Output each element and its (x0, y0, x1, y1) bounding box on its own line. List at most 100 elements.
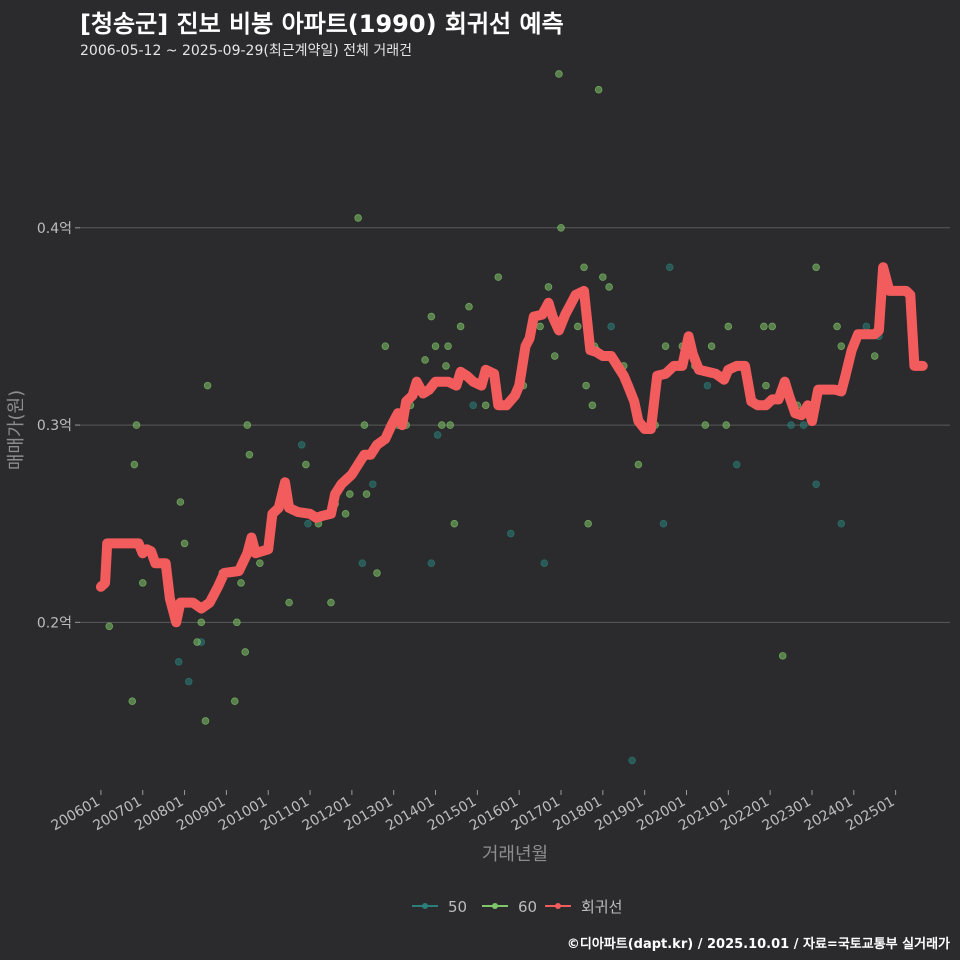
point-50-20 (799, 421, 808, 429)
grid-lines (80, 227, 950, 623)
point-60-34 (421, 356, 429, 364)
point-60-17 (245, 450, 254, 459)
point-60-37 (438, 421, 446, 429)
x-tick-label-19: 202501 (843, 794, 897, 835)
point-50-1 (184, 677, 193, 686)
point-50-22 (837, 519, 846, 528)
point-60-40 (446, 421, 454, 429)
point-50-16 (665, 263, 674, 272)
point-60-56 (580, 263, 588, 272)
point-60-43 (465, 302, 473, 311)
legend-marker-1 (492, 903, 498, 909)
point-60-50 (544, 283, 553, 291)
y-tick-label-0: 0.2억 (37, 615, 72, 631)
point-60-72 (707, 342, 716, 350)
point-60-78 (778, 652, 787, 660)
point-60-29 (373, 569, 381, 577)
point-60-77 (768, 322, 777, 331)
point-60-13 (233, 618, 241, 627)
point-50-23 (862, 322, 871, 331)
point-50-12 (540, 559, 549, 567)
point-60-64 (605, 283, 613, 291)
point-60-42 (456, 322, 465, 331)
legend-label-2: 회귀선 (581, 898, 622, 916)
point-60-62 (594, 85, 603, 94)
point-50-6 (368, 480, 377, 489)
point-60-19 (285, 598, 293, 607)
point-60-51 (550, 352, 559, 360)
point-50-8 (433, 431, 442, 439)
point-60-71 (701, 421, 710, 429)
y-axis: 0.2억 0.3억 0.4억 (37, 221, 80, 631)
point-60-15 (241, 648, 250, 656)
point-60-36 (431, 342, 440, 350)
x-axis-title: 거래년월 (482, 844, 548, 865)
point-50-13 (607, 322, 616, 331)
y-axis-title: 매매가(원) (6, 390, 27, 470)
point-60-73 (722, 421, 731, 429)
point-60-53 (557, 224, 565, 232)
point-60-63 (599, 273, 607, 281)
point-60-1 (128, 697, 137, 706)
point-60-18 (256, 559, 264, 567)
point-60-6 (180, 539, 189, 548)
point-60-26 (354, 214, 362, 222)
point-60-82 (837, 342, 846, 350)
point-60-7 (193, 638, 201, 646)
point-60-39 (444, 342, 452, 350)
point-60-3 (132, 421, 141, 429)
point-60-59 (588, 401, 597, 410)
point-60-20 (302, 460, 310, 469)
point-60-58 (584, 519, 592, 528)
point-50-21 (812, 480, 820, 489)
point-60-25 (345, 490, 354, 498)
legend: 50 60 회귀선 (412, 898, 622, 916)
legend-label-1: 60 (518, 898, 537, 916)
point-60-76 (762, 381, 770, 390)
source-caption: ©디아파트(dapt.kr) / 2025.10.01 / 자료=국토교통부 실… (566, 937, 950, 952)
point-60-68 (661, 342, 670, 350)
point-50-17 (703, 381, 712, 390)
point-60-49 (536, 322, 544, 331)
y-tick-label-1: 0.3억 (37, 418, 72, 434)
point-60-4 (138, 579, 147, 587)
point-50-4 (304, 519, 312, 528)
point-60-12 (230, 697, 239, 706)
point-60-83 (870, 352, 879, 360)
point-60-35 (427, 312, 436, 321)
y-tick-label-2: 0.4억 (37, 221, 72, 237)
legend-label-0: 50 (448, 898, 467, 916)
point-50-5 (358, 559, 367, 567)
point-60-10 (203, 381, 212, 390)
series-60-points (105, 70, 879, 725)
point-60-2 (130, 460, 139, 469)
regression-line-layer (95, 262, 928, 628)
point-60-81 (833, 322, 841, 331)
point-60-0 (105, 622, 114, 631)
point-60-8 (197, 618, 206, 627)
point-60-66 (634, 460, 643, 469)
point-50-15 (659, 519, 668, 528)
point-60-46 (494, 273, 503, 281)
point-60-5 (176, 498, 185, 506)
point-60-24 (341, 510, 350, 518)
point-60-74 (724, 322, 733, 331)
chart-title: [청송군] 진보 비봉 아파트(1990) 회귀선 예측 (80, 10, 564, 38)
point-50-7 (427, 559, 436, 567)
point-60-80 (812, 263, 820, 272)
point-60-30 (381, 342, 390, 350)
point-60-45 (481, 401, 490, 410)
point-60-14 (237, 579, 245, 587)
point-60-9 (201, 717, 210, 725)
point-50-11 (507, 529, 515, 538)
point-50-19 (787, 421, 795, 429)
point-60-75 (760, 322, 768, 331)
point-50-18 (732, 460, 741, 469)
legend-marker-0 (422, 903, 428, 909)
point-50-14 (628, 756, 636, 765)
point-60-55 (573, 322, 582, 331)
point-60-28 (362, 490, 371, 498)
chart-subtitle: 2006-05-12 ~ 2025-09-29(최근계약일) 전체 거래건 (80, 43, 412, 59)
point-60-52 (555, 70, 563, 78)
